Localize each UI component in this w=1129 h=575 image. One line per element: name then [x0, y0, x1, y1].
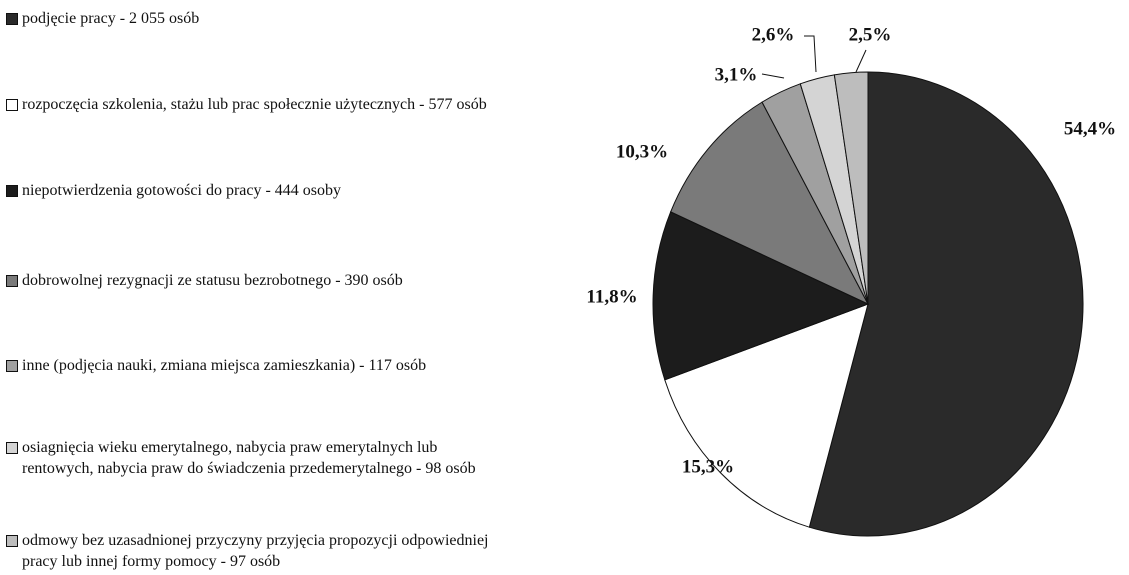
leader-line — [855, 49, 867, 73]
pie-slice — [833, 71, 869, 305]
legend-swatch — [6, 13, 18, 25]
data-label: 54,4% — [1064, 118, 1116, 139]
data-label: 3,1% — [715, 64, 758, 85]
legend-swatch — [6, 185, 18, 197]
legend-swatch — [6, 275, 18, 287]
legend-label: osiagnięcia wieku emerytalnego, nabycia … — [22, 439, 476, 477]
legend-label: odmowy bez uzasadnionej przyczyny przyję… — [22, 532, 489, 570]
legend-entry: podjęcie pracy - 2 055 osób — [6, 8, 566, 29]
leader-line — [761, 73, 785, 79]
data-label: 2,5% — [849, 24, 892, 45]
legend-entry: inne (podjęcia nauki, zmiana miejsca zam… — [6, 355, 566, 376]
legend-entry: dobrowolnej rezygnacji ze statusu bezrob… — [6, 270, 566, 291]
data-label: 10,3% — [616, 141, 668, 162]
legend-swatch — [6, 535, 18, 547]
pie-slice — [808, 71, 1084, 537]
legend-label: niepotwierdzenia gotowości do pracy - 44… — [22, 182, 342, 199]
legend-label: podjęcie pracy - 2 055 osób — [22, 10, 200, 27]
legend-entry: osiagnięcia wieku emerytalnego, nabycia … — [6, 437, 506, 479]
legend-entry: odmowy bez uzasadnionej przyczyny przyję… — [6, 530, 506, 572]
data-label: 15,3% — [682, 456, 734, 477]
legend-label: dobrowolnej rezygnacji ze statusu bezrob… — [22, 272, 403, 289]
data-label: 11,8% — [586, 286, 637, 307]
leader-line — [804, 35, 817, 73]
pie-slice — [670, 101, 870, 306]
pie-slice — [664, 303, 869, 528]
legend-label: rozpoczęcia szkolenia, stażu lub prac sp… — [22, 96, 487, 113]
pie-slice — [652, 211, 870, 381]
legend-swatch — [6, 99, 18, 111]
legend-entry: niepotwierdzenia gotowości do pracy - 44… — [6, 180, 566, 201]
legend-swatch — [6, 360, 18, 372]
legend-swatch — [6, 442, 18, 454]
data-label: 2,6% — [752, 24, 795, 45]
legend-label: inne (podjęcia nauki, zmiana miejsca zam… — [22, 357, 427, 374]
legend-entry: rozpoczęcia szkolenia, stażu lub prac sp… — [6, 94, 546, 115]
